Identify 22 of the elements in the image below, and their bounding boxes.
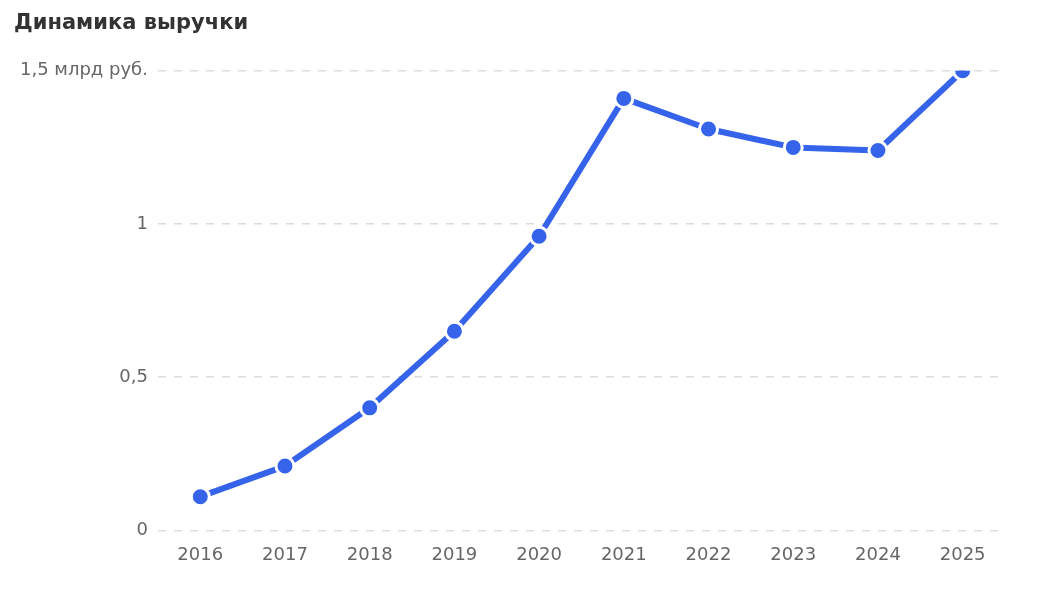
x-tick-label: 2023 — [770, 542, 817, 564]
x-tick-label: 2021 — [600, 542, 647, 564]
point — [443, 320, 465, 342]
x-tick-label: 2020 — [516, 542, 563, 564]
point — [528, 225, 550, 247]
chart-title: Динамика выручки — [14, 10, 249, 34]
point — [867, 139, 889, 161]
y-tick-label: 1,5 млрд руб. — [19, 58, 148, 80]
y-tick-label: 1 — [136, 211, 148, 233]
x-tick-label: 2022 — [685, 542, 732, 564]
point — [189, 486, 211, 508]
x-tick-label: 2018 — [346, 542, 393, 564]
x-tick-label: 2025 — [939, 542, 986, 564]
point — [698, 118, 720, 140]
y-tick-label: 0,5 — [119, 364, 148, 386]
x-tick-label: 2016 — [177, 542, 224, 564]
x-tick-label: 2024 — [855, 542, 901, 564]
y-tick-label: 0 — [136, 518, 148, 540]
point — [359, 397, 381, 419]
point — [274, 455, 296, 477]
x-tick-label: 2019 — [431, 542, 478, 564]
x-tick-label: 2017 — [262, 542, 308, 564]
